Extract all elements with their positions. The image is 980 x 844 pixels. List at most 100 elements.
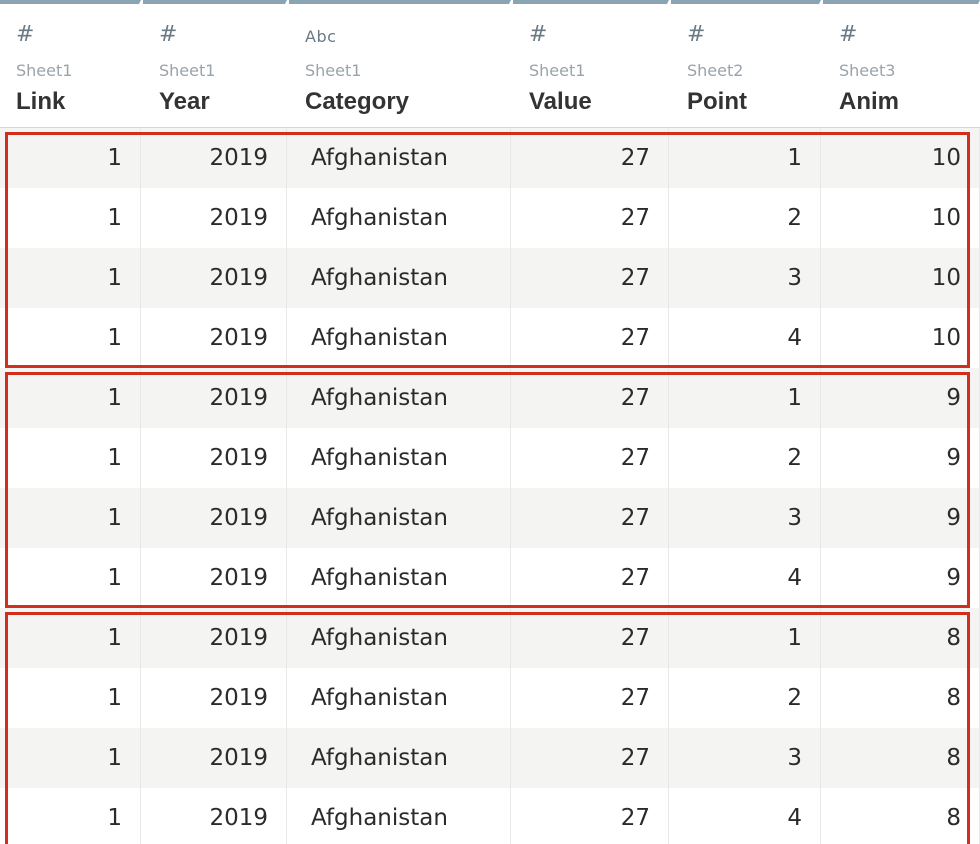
table-row[interactable]: 1 2019 Afghanistan 27 1 10 xyxy=(0,128,980,188)
cell-point[interactable]: 2 xyxy=(671,428,821,488)
grid-rows: 1 2019 Afghanistan 27 1 10 1 2019 Afghanistan 27 2… xyxy=(0,128,980,844)
table-row[interactable]: 1 2019 Afghanistan 27 4 8 xyxy=(0,788,980,844)
cell-anim[interactable]: 10 xyxy=(823,128,980,188)
cell-link[interactable]: 1 xyxy=(0,668,141,728)
cell-year[interactable]: 2019 xyxy=(143,308,287,368)
cell-anim[interactable]: 9 xyxy=(823,368,980,428)
table-row[interactable]: 1 2019 Afghanistan 27 4 10 xyxy=(0,308,980,368)
column-source: Sheet1 xyxy=(16,61,73,80)
cell-year[interactable]: 2019 xyxy=(143,248,287,308)
column-header-anim[interactable]: # Sheet3 Anim xyxy=(823,0,980,127)
cell-year[interactable]: 2019 xyxy=(143,188,287,248)
cell-point[interactable]: 4 xyxy=(671,548,821,608)
column-header-point[interactable]: # Sheet2 Point xyxy=(671,0,821,127)
cell-point[interactable]: 4 xyxy=(671,788,821,844)
cell-anim[interactable]: 10 xyxy=(823,248,980,308)
cell-anim[interactable]: 10 xyxy=(823,308,980,368)
cell-point[interactable]: 1 xyxy=(671,128,821,188)
column-source: Sheet1 xyxy=(305,61,362,80)
cell-anim[interactable]: 8 xyxy=(823,728,980,788)
column-header-link[interactable]: # Sheet1 Link xyxy=(0,0,141,127)
number-type-icon[interactable]: # xyxy=(529,22,548,47)
cell-category[interactable]: Afghanistan xyxy=(289,728,511,788)
cell-year[interactable]: 2019 xyxy=(143,728,287,788)
cell-link[interactable]: 1 xyxy=(0,608,141,668)
cell-link[interactable]: 1 xyxy=(0,188,141,248)
cell-value[interactable]: 27 xyxy=(513,308,669,368)
number-type-icon[interactable]: # xyxy=(839,22,858,47)
cell-value[interactable]: 27 xyxy=(513,668,669,728)
cell-link[interactable]: 1 xyxy=(0,368,141,428)
table-row[interactable]: 1 2019 Afghanistan 27 2 9 xyxy=(0,428,980,488)
cell-point[interactable]: 3 xyxy=(671,488,821,548)
cell-link[interactable]: 1 xyxy=(0,248,141,308)
cell-year[interactable]: 2019 xyxy=(143,368,287,428)
cell-value[interactable]: 27 xyxy=(513,788,669,844)
cell-value[interactable]: 27 xyxy=(513,128,669,188)
column-name: Value xyxy=(529,88,592,115)
cell-category[interactable]: Afghanistan xyxy=(289,188,511,248)
column-header-category[interactable]: Abc Sheet1 Category xyxy=(289,0,511,127)
cell-year[interactable]: 2019 xyxy=(143,788,287,844)
cell-value[interactable]: 27 xyxy=(513,488,669,548)
cell-link[interactable]: 1 xyxy=(0,128,141,188)
cell-point[interactable]: 2 xyxy=(671,188,821,248)
cell-point[interactable]: 4 xyxy=(671,308,821,368)
cell-category[interactable]: Afghanistan xyxy=(289,248,511,308)
cell-category[interactable]: Afghanistan xyxy=(289,668,511,728)
cell-link[interactable]: 1 xyxy=(0,428,141,488)
column-header-value[interactable]: # Sheet1 Value xyxy=(513,0,669,127)
cell-value[interactable]: 27 xyxy=(513,188,669,248)
cell-anim[interactable]: 10 xyxy=(823,188,980,248)
cell-link[interactable]: 1 xyxy=(0,788,141,844)
cell-year[interactable]: 2019 xyxy=(143,488,287,548)
cell-year[interactable]: 2019 xyxy=(143,548,287,608)
cell-category[interactable]: Afghanistan xyxy=(289,788,511,844)
cell-point[interactable]: 3 xyxy=(671,728,821,788)
cell-point[interactable]: 1 xyxy=(671,368,821,428)
cell-category[interactable]: Afghanistan xyxy=(289,428,511,488)
table-row[interactable]: 1 2019 Afghanistan 27 2 10 xyxy=(0,188,980,248)
table-row[interactable]: 1 2019 Afghanistan 27 2 8 xyxy=(0,668,980,728)
cell-value[interactable]: 27 xyxy=(513,368,669,428)
number-type-icon[interactable]: # xyxy=(687,22,706,47)
cell-point[interactable]: 2 xyxy=(671,668,821,728)
table-row[interactable]: 1 2019 Afghanistan 27 1 8 xyxy=(0,608,980,668)
cell-value[interactable]: 27 xyxy=(513,608,669,668)
number-type-icon[interactable]: # xyxy=(16,22,35,47)
cell-link[interactable]: 1 xyxy=(0,308,141,368)
cell-link[interactable]: 1 xyxy=(0,548,141,608)
cell-value[interactable]: 27 xyxy=(513,428,669,488)
cell-anim[interactable]: 8 xyxy=(823,668,980,728)
cell-value[interactable]: 27 xyxy=(513,728,669,788)
cell-category[interactable]: Afghanistan xyxy=(289,488,511,548)
column-header-year[interactable]: # Sheet1 Year xyxy=(143,0,287,127)
string-type-icon[interactable]: Abc xyxy=(305,27,337,46)
cell-link[interactable]: 1 xyxy=(0,728,141,788)
cell-year[interactable]: 2019 xyxy=(143,428,287,488)
table-row[interactable]: 1 2019 Afghanistan 27 3 9 xyxy=(0,488,980,548)
table-row[interactable]: 1 2019 Afghanistan 27 3 10 xyxy=(0,248,980,308)
cell-year[interactable]: 2019 xyxy=(143,668,287,728)
cell-category[interactable]: Afghanistan xyxy=(289,128,511,188)
cell-anim[interactable]: 8 xyxy=(823,788,980,844)
table-row[interactable]: 1 2019 Afghanistan 27 1 9 xyxy=(0,368,980,428)
number-type-icon[interactable]: # xyxy=(159,22,178,47)
cell-value[interactable]: 27 xyxy=(513,548,669,608)
cell-category[interactable]: Afghanistan xyxy=(289,308,511,368)
table-row[interactable]: 1 2019 Afghanistan 27 4 9 xyxy=(0,548,980,608)
cell-category[interactable]: Afghanistan xyxy=(289,368,511,428)
cell-point[interactable]: 1 xyxy=(671,608,821,668)
cell-year[interactable]: 2019 xyxy=(143,128,287,188)
cell-anim[interactable]: 9 xyxy=(823,548,980,608)
cell-point[interactable]: 3 xyxy=(671,248,821,308)
cell-anim[interactable]: 9 xyxy=(823,488,980,548)
cell-year[interactable]: 2019 xyxy=(143,608,287,668)
cell-category[interactable]: Afghanistan xyxy=(289,608,511,668)
cell-anim[interactable]: 9 xyxy=(823,428,980,488)
cell-link[interactable]: 1 xyxy=(0,488,141,548)
cell-category[interactable]: Afghanistan xyxy=(289,548,511,608)
cell-anim[interactable]: 8 xyxy=(823,608,980,668)
table-row[interactable]: 1 2019 Afghanistan 27 3 8 xyxy=(0,728,980,788)
cell-value[interactable]: 27 xyxy=(513,248,669,308)
